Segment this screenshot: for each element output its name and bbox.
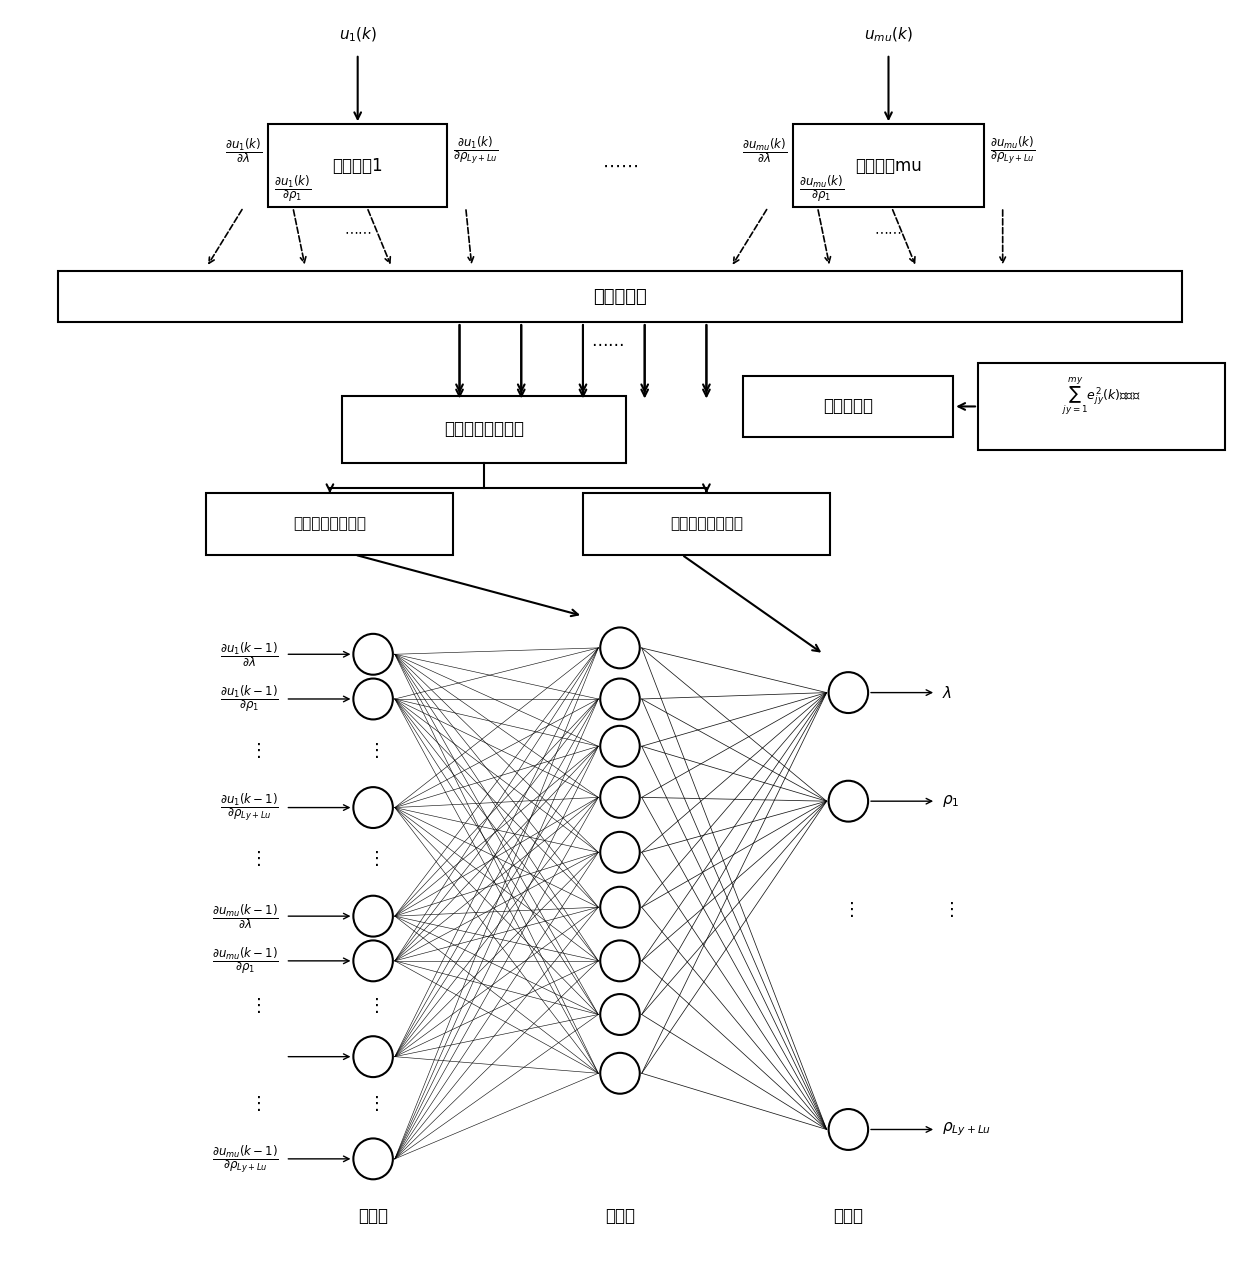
Circle shape (353, 1138, 393, 1179)
Circle shape (353, 896, 393, 937)
Text: $\dfrac{\partial u_1(k)}{\partial \lambda}$: $\dfrac{\partial u_1(k)}{\partial \lambd… (224, 136, 262, 164)
Circle shape (600, 777, 640, 817)
Text: $\dfrac{\partial u_{mu}(k-1)}{\partial \rho_{Ly+Lu}}$: $\dfrac{\partial u_{mu}(k-1)}{\partial \… (212, 1143, 279, 1175)
Text: $\dfrac{\partial u_1(k-1)}{\partial \rho_1}$: $\dfrac{\partial u_1(k-1)}{\partial \rho… (221, 684, 279, 715)
Text: 梯度信息mu: 梯度信息mu (856, 157, 921, 174)
Text: $\vdots$: $\vdots$ (249, 849, 260, 869)
Text: $\rho_{Ly+Lu}$: $\rho_{Ly+Lu}$ (942, 1120, 992, 1138)
Bar (978, 363, 1225, 450)
Text: $\lambda$: $\lambda$ (942, 685, 952, 701)
Bar (583, 494, 830, 554)
Text: 输出层: 输出层 (833, 1207, 863, 1225)
Circle shape (600, 627, 640, 668)
Text: $\cdots\cdots$: $\cdots\cdots$ (601, 157, 639, 174)
Text: $\vdots$: $\vdots$ (249, 740, 260, 760)
Bar (342, 396, 626, 463)
Text: $\vdots$: $\vdots$ (249, 996, 260, 1015)
Circle shape (600, 940, 640, 981)
Text: 系统误差反向传播: 系统误差反向传播 (444, 421, 525, 439)
Text: $\vdots$: $\vdots$ (249, 1094, 260, 1114)
Text: $\dfrac{\partial u_1(k-1)}{\partial \rho_{Ly+Lu}}$: $\dfrac{\partial u_1(k-1)}{\partial \rho… (221, 792, 279, 824)
Circle shape (600, 887, 640, 928)
Text: $\cdots\cdots$: $\cdots\cdots$ (874, 225, 903, 239)
Bar (58, 271, 1182, 322)
Circle shape (600, 726, 640, 767)
Circle shape (600, 994, 640, 1035)
Text: 梯度信息1: 梯度信息1 (332, 157, 383, 174)
Text: $\dfrac{\partial u_{mu}(k)}{\partial \lambda}$: $\dfrac{\partial u_{mu}(k)}{\partial \la… (742, 136, 786, 164)
Text: $\dfrac{\partial u_{mu}(k-1)}{\partial \rho_1}$: $\dfrac{\partial u_{mu}(k-1)}{\partial \… (212, 946, 279, 976)
Circle shape (353, 940, 393, 981)
Text: $\vdots$: $\vdots$ (367, 996, 379, 1015)
Text: $\vdots$: $\vdots$ (367, 849, 379, 869)
Text: $\vdots$: $\vdots$ (367, 1094, 379, 1114)
Text: $\rho_1$: $\rho_1$ (942, 793, 960, 810)
Text: 梯度下降法: 梯度下降法 (823, 398, 873, 416)
Text: $\dfrac{\partial u_1(k)}{\partial \rho_{Ly+Lu}}$: $\dfrac{\partial u_1(k)}{\partial \rho_{… (454, 135, 498, 167)
Text: $\vdots$: $\vdots$ (367, 740, 379, 760)
Circle shape (353, 788, 393, 828)
Bar (268, 124, 448, 207)
Circle shape (353, 634, 393, 675)
Text: 更新隐含层权系数: 更新隐含层权系数 (294, 517, 366, 531)
Text: $\vdots$: $\vdots$ (942, 901, 954, 919)
Text: $u_1(k)$: $u_1(k)$ (339, 26, 377, 44)
Circle shape (353, 679, 393, 720)
Text: $\dfrac{\partial u_{mu}(k)}{\partial \rho_1}$: $\dfrac{\partial u_{mu}(k)}{\partial \rh… (799, 173, 844, 204)
Text: 更新输出层权系数: 更新输出层权系数 (670, 517, 743, 531)
Circle shape (828, 672, 868, 713)
Text: $u_{mu}(k)$: $u_{mu}(k)$ (864, 26, 913, 44)
Text: $\dfrac{\partial u_1(k)}{\partial \rho_1}$: $\dfrac{\partial u_1(k)}{\partial \rho_1… (274, 173, 311, 204)
Text: $\cdots\cdots$: $\cdots\cdots$ (343, 225, 372, 239)
Bar (207, 494, 454, 554)
Text: $\dfrac{\partial u_{mu}(k)}{\partial \rho_{Ly+Lu}}$: $\dfrac{\partial u_{mu}(k)}{\partial \rh… (991, 135, 1035, 167)
Text: $\sum_{jy=1}^{my}e^{2}_{jy}(k)$最小化: $\sum_{jy=1}^{my}e^{2}_{jy}(k)$最小化 (1063, 376, 1141, 417)
Text: $\vdots$: $\vdots$ (842, 901, 854, 919)
Bar (744, 376, 954, 438)
Text: 输入层: 输入层 (358, 1207, 388, 1225)
Bar (792, 124, 985, 207)
Circle shape (828, 1109, 868, 1150)
Text: 梯度信息集: 梯度信息集 (593, 287, 647, 305)
Circle shape (600, 679, 640, 720)
Circle shape (600, 831, 640, 872)
Circle shape (353, 1037, 393, 1078)
Text: 隐含层: 隐含层 (605, 1207, 635, 1225)
Circle shape (828, 781, 868, 821)
Text: $\dfrac{\partial u_{mu}(k-1)}{\partial \lambda}$: $\dfrac{\partial u_{mu}(k-1)}{\partial \… (212, 902, 279, 930)
Text: $\cdots\cdots$: $\cdots\cdots$ (591, 334, 624, 352)
Text: $\dfrac{\partial u_1(k-1)}{\partial \lambda}$: $\dfrac{\partial u_1(k-1)}{\partial \lam… (221, 640, 279, 668)
Circle shape (600, 1053, 640, 1093)
